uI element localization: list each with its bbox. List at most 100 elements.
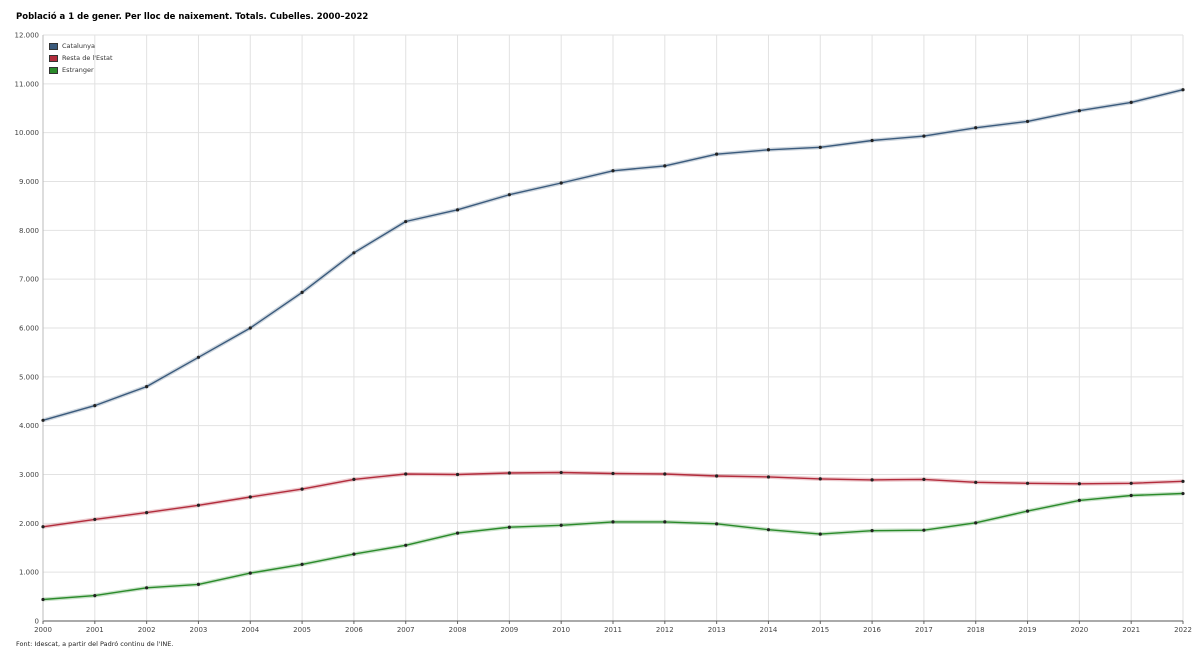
data-point-resta-de-l-estat[interactable] (93, 517, 97, 522)
data-point-catalunya[interactable] (715, 152, 719, 156)
data-point-resta-de-l-estat[interactable] (818, 477, 822, 481)
data-point-catalunya[interactable] (1181, 88, 1185, 92)
data-point-estranger[interactable] (663, 520, 667, 524)
data-point-estranger[interactable] (196, 582, 201, 586)
data-point-estranger[interactable] (352, 552, 356, 556)
data-point-resta-de-l-estat[interactable] (196, 503, 201, 507)
legend-label: Catalunya (62, 42, 95, 50)
data-point-catalunya[interactable] (870, 138, 874, 143)
y-tick-label: 5.000 (19, 373, 39, 381)
y-tick-label: 3.000 (19, 471, 39, 479)
x-tick-label: 2020 (1070, 626, 1088, 634)
data-point-resta-de-l-estat[interactable] (455, 472, 460, 477)
data-point-estranger[interactable] (145, 586, 149, 590)
data-point-estranger[interactable] (300, 562, 304, 566)
data-point-estranger[interactable] (974, 521, 978, 525)
data-point-resta-de-l-estat[interactable] (352, 477, 356, 481)
data-point-resta-de-l-estat[interactable] (1129, 481, 1133, 485)
data-point-catalunya[interactable] (818, 145, 822, 149)
y-tick-label: 9.000 (19, 178, 39, 186)
x-tick-label: 2002 (138, 626, 156, 634)
data-point-catalunya[interactable] (922, 134, 926, 138)
data-point-catalunya[interactable] (404, 219, 408, 224)
data-point-estranger[interactable] (559, 523, 563, 527)
y-tick-label: 12.000 (15, 32, 40, 40)
data-point-estranger[interactable] (1025, 509, 1030, 513)
data-point-catalunya[interactable] (507, 193, 511, 197)
data-point-resta-de-l-estat[interactable] (507, 471, 511, 475)
data-point-catalunya[interactable] (300, 290, 304, 294)
data-point-resta-de-l-estat[interactable] (300, 487, 304, 491)
x-tick-label: 2000 (34, 626, 52, 634)
data-point-catalunya[interactable] (455, 208, 460, 212)
data-point-catalunya[interactable] (93, 404, 97, 408)
x-tick-label: 2011 (604, 626, 622, 634)
y-tick-label: 2.000 (19, 520, 39, 528)
x-tick-label: 2015 (811, 626, 829, 634)
data-point-resta-de-l-estat[interactable] (1181, 479, 1185, 483)
data-point-resta-de-l-estat[interactable] (922, 477, 926, 481)
data-point-estranger[interactable] (611, 520, 615, 524)
data-point-resta-de-l-estat[interactable] (1025, 481, 1030, 485)
data-point-catalunya[interactable] (559, 181, 563, 185)
x-tick-label: 2013 (708, 626, 726, 634)
data-point-estranger[interactable] (1129, 493, 1133, 498)
data-point-catalunya[interactable] (248, 326, 252, 330)
data-point-estranger[interactable] (922, 528, 926, 532)
data-point-catalunya[interactable] (145, 385, 149, 389)
x-tick-label: 2006 (345, 626, 363, 634)
data-point-estranger[interactable] (93, 594, 97, 598)
axes (42, 35, 1184, 624)
chart-source: Font: Idescat, a partir del Padró contin… (16, 640, 174, 648)
data-point-estranger[interactable] (870, 529, 874, 533)
data-point-estranger[interactable] (507, 525, 511, 529)
data-point-catalunya[interactable] (663, 164, 667, 168)
legend-item-resta-de-l-estat[interactable]: Resta de l'Estat (49, 52, 113, 64)
data-point-resta-de-l-estat[interactable] (611, 471, 615, 476)
x-tick-label: 2004 (241, 626, 259, 634)
data-point-estranger[interactable] (715, 522, 719, 526)
data-point-catalunya[interactable] (1025, 119, 1030, 124)
data-point-estranger[interactable] (1077, 498, 1081, 502)
data-point-catalunya[interactable] (1129, 100, 1133, 104)
data-point-resta-de-l-estat[interactable] (41, 525, 45, 529)
data-point-resta-de-l-estat[interactable] (974, 480, 978, 484)
y-tick-label: 4.000 (19, 422, 39, 430)
data-point-catalunya[interactable] (766, 148, 771, 152)
data-point-estranger[interactable] (818, 532, 822, 536)
data-point-estranger[interactable] (404, 543, 408, 547)
legend-item-estranger[interactable]: Estranger (49, 64, 113, 76)
data-point-estranger[interactable] (1181, 491, 1185, 496)
tick-labels: 0 1.000 2.000 3.000 4.000 5.000 6.000 7.000 8.00… (15, 32, 1192, 635)
data-point-catalunya[interactable] (41, 418, 45, 422)
data-point-catalunya[interactable] (1077, 109, 1081, 113)
data-point-resta-de-l-estat[interactable] (715, 474, 719, 478)
data-point-resta-de-l-estat[interactable] (1077, 482, 1081, 486)
data-point-catalunya[interactable] (974, 126, 978, 130)
data-point-catalunya[interactable] (352, 251, 356, 255)
data-point-estranger[interactable] (41, 597, 45, 602)
x-tick-label: 2005 (293, 626, 311, 634)
data-point-resta-de-l-estat[interactable] (248, 495, 252, 499)
y-tick-label: 6.000 (19, 325, 39, 333)
y-tick-label: 10.000 (15, 129, 40, 137)
data-point-resta-de-l-estat[interactable] (559, 470, 563, 475)
data-point-resta-de-l-estat[interactable] (663, 472, 667, 476)
x-tick-label: 2001 (86, 626, 104, 634)
data-point-catalunya[interactable] (196, 355, 201, 359)
data-point-estranger[interactable] (248, 571, 252, 575)
x-tick-label: 2021 (1122, 626, 1140, 634)
data-point-estranger[interactable] (455, 531, 460, 535)
y-tick-label: 7.000 (19, 276, 39, 284)
data-point-resta-de-l-estat[interactable] (145, 510, 149, 515)
data-point-resta-de-l-estat[interactable] (766, 475, 771, 479)
x-tick-label: 2014 (760, 626, 778, 634)
legend-item-catalunya[interactable]: Catalunya (49, 40, 113, 52)
data-point-resta-de-l-estat[interactable] (870, 478, 874, 482)
data-point-resta-de-l-estat[interactable] (404, 472, 408, 476)
chart-title: Població a 1 de gener. Per lloc de naixe… (16, 12, 369, 22)
data-point-catalunya[interactable] (611, 169, 615, 173)
data-point-estranger[interactable] (766, 528, 771, 532)
series-lines (41, 87, 1185, 602)
